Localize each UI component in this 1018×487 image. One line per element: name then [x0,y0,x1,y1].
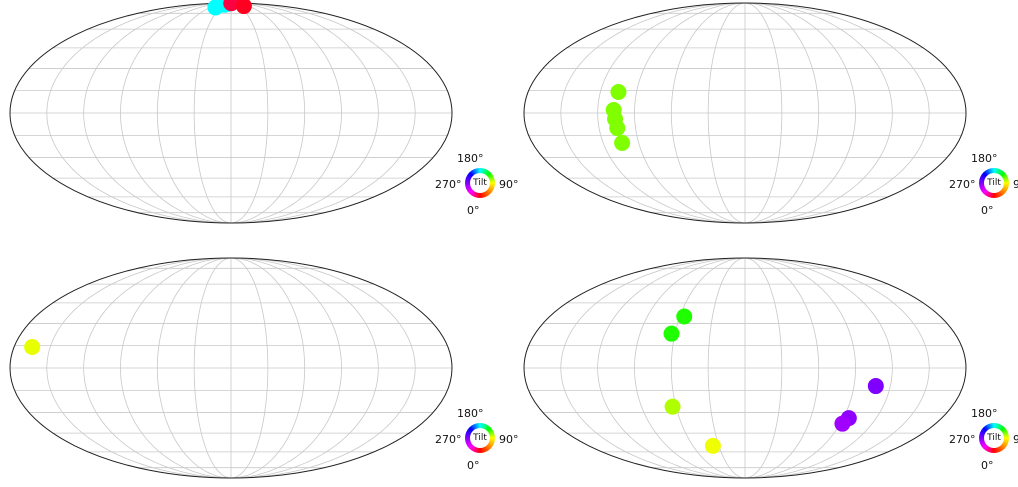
tilt-label: Tilt [984,173,1004,193]
mollweide-panel-bottom-right [523,257,967,479]
longitude-gridline [670,257,746,479]
longitude-gridline [193,257,232,479]
data-point [867,378,884,395]
projection-outline [523,2,967,224]
longitude-gridline [744,2,893,224]
mollweide-panel-top-right [523,2,967,224]
mollweide-panel-top-left [9,0,453,224]
tilt-label: Tilt [470,173,490,193]
data-point [704,437,721,454]
tilt-legend-bottom-right: 180° 270° Tilt 90° 0° [949,407,1018,487]
longitude-gridline [230,257,269,479]
longitude-gridline [744,2,820,224]
tilt-color-wheel-icon: Tilt [465,168,495,198]
legend-label-90: 90° [499,178,519,191]
legend-label-180: 180° [457,152,484,165]
legend-label-180: 180° [971,407,998,420]
legend-label-0: 0° [467,204,480,217]
legend-label-270: 270° [435,433,462,446]
data-point [834,415,851,432]
legend-label-270: 270° [435,178,462,191]
longitude-gridline [83,257,232,479]
longitude-gridline [634,2,746,224]
longitude-gridline [230,2,269,224]
tilt-color-wheel-icon: Tilt [979,168,1009,198]
longitude-gridline [230,257,416,479]
data-point [609,120,626,137]
projection-outline [9,257,453,479]
legend-label-90: 90° [1013,178,1018,191]
longitude-gridline [744,257,820,479]
longitude-gridline [744,257,783,479]
longitude-gridline [120,257,232,479]
longitude-gridline [156,257,232,479]
longitude-gridline [670,2,746,224]
longitude-gridline [230,257,342,479]
longitude-gridline [707,2,746,224]
longitude-gridline [193,2,232,224]
longitude-gridline [120,2,232,224]
tilt-legend-bottom-left: 180° 270° Tilt 90° 0° [435,407,521,487]
data-point [223,0,240,12]
longitude-gridline [744,257,893,479]
data-point [663,325,680,342]
tilt-label: Tilt [984,428,1004,448]
longitude-gridline [634,257,746,479]
longitude-gridline [156,2,232,224]
longitude-gridline [707,257,746,479]
longitude-gridline [83,2,232,224]
data-point [676,308,693,325]
longitude-gridline [230,257,306,479]
longitude-gridline [744,2,856,224]
data-point [610,83,627,100]
legend-label-0: 0° [981,204,994,217]
mollweide-panel-bottom-left [9,257,453,479]
legend-label-270: 270° [949,433,976,446]
legend-label-0: 0° [981,459,994,472]
longitude-gridline [597,257,746,479]
longitude-gridline [230,2,306,224]
tilt-legend-top-left: 180° 270° Tilt 90° 0° [435,152,521,232]
longitude-gridline [46,2,232,224]
legend-label-90: 90° [1013,433,1018,446]
legend-label-270: 270° [949,178,976,191]
data-point [614,134,631,151]
longitude-gridline [560,257,746,479]
data-point [235,0,252,15]
data-point [24,338,41,355]
data-point [664,398,681,415]
legend-label-180: 180° [971,152,998,165]
longitude-gridline [597,2,746,224]
tilt-color-wheel-icon: Tilt [465,423,495,453]
legend-label-90: 90° [499,433,519,446]
longitude-gridline [230,2,379,224]
longitude-gridline [46,257,232,479]
longitude-gridline [230,257,379,479]
longitude-gridline [230,2,342,224]
longitude-gridline [744,257,856,479]
longitude-gridline [744,257,930,479]
legend-label-180: 180° [457,407,484,420]
projection-outline [523,257,967,479]
tilt-color-wheel-icon: Tilt [979,423,1009,453]
longitude-gridline [560,2,746,224]
longitude-gridline [230,2,416,224]
longitude-gridline [744,2,930,224]
tilt-legend-top-right: 180° 270° Tilt 90° 0° [949,152,1018,232]
tilt-label: Tilt [470,428,490,448]
longitude-gridline [744,2,783,224]
legend-label-0: 0° [467,459,480,472]
